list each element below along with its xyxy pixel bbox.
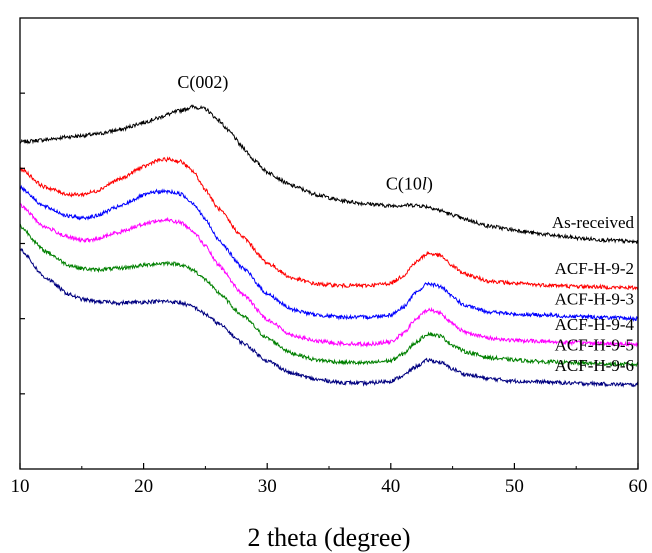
peak-annotation-1: C(002) xyxy=(177,72,228,93)
x-axis-ticks: 10 20 30 40 50 60 xyxy=(11,463,648,497)
series-label-acf-h-9-5: ACF-H-9-5 xyxy=(555,336,634,355)
series-line-acf-h-9-6 xyxy=(19,247,639,388)
x-tick-label-10: 10 xyxy=(11,476,30,497)
y-axis-ticks xyxy=(20,92,25,395)
series-line-as-received xyxy=(19,104,639,245)
peak-annotation-2: C(10l) xyxy=(386,174,433,195)
x-axis-title: 2 theta (degree) xyxy=(247,523,410,552)
plot-frame xyxy=(19,17,639,470)
series-line-acf-h-9-2 xyxy=(19,156,639,291)
x-tick-label-30: 30 xyxy=(258,476,277,497)
peak-annotations: C(002) C(10l) xyxy=(177,72,432,194)
x-tick-label-40: 40 xyxy=(381,476,400,497)
x-tick-label-50: 50 xyxy=(505,476,524,497)
series-line-acf-h-9-3 xyxy=(19,184,639,323)
x-tick-label-20: 20 xyxy=(134,476,153,497)
series-label-acf-h-9-2: ACF-H-9-2 xyxy=(555,259,634,278)
x-tick-label-60: 60 xyxy=(629,476,648,497)
series-labels: As-received ACF-H-9-2 ACF-H-9-3 ACF-H-9-4 AC… xyxy=(552,213,635,375)
series-label-acf-h-9-6: ACF-H-9-6 xyxy=(555,356,634,375)
series-line-acf-h-9-4 xyxy=(19,203,639,348)
series-label-acf-h-9-4: ACF-H-9-4 xyxy=(555,315,635,334)
plot-lines xyxy=(19,104,639,388)
series-label-acf-h-9-3: ACF-H-9-3 xyxy=(555,290,634,309)
series-label-as-received: As-received xyxy=(552,213,635,232)
series-line-acf-h-9-5 xyxy=(19,223,639,368)
